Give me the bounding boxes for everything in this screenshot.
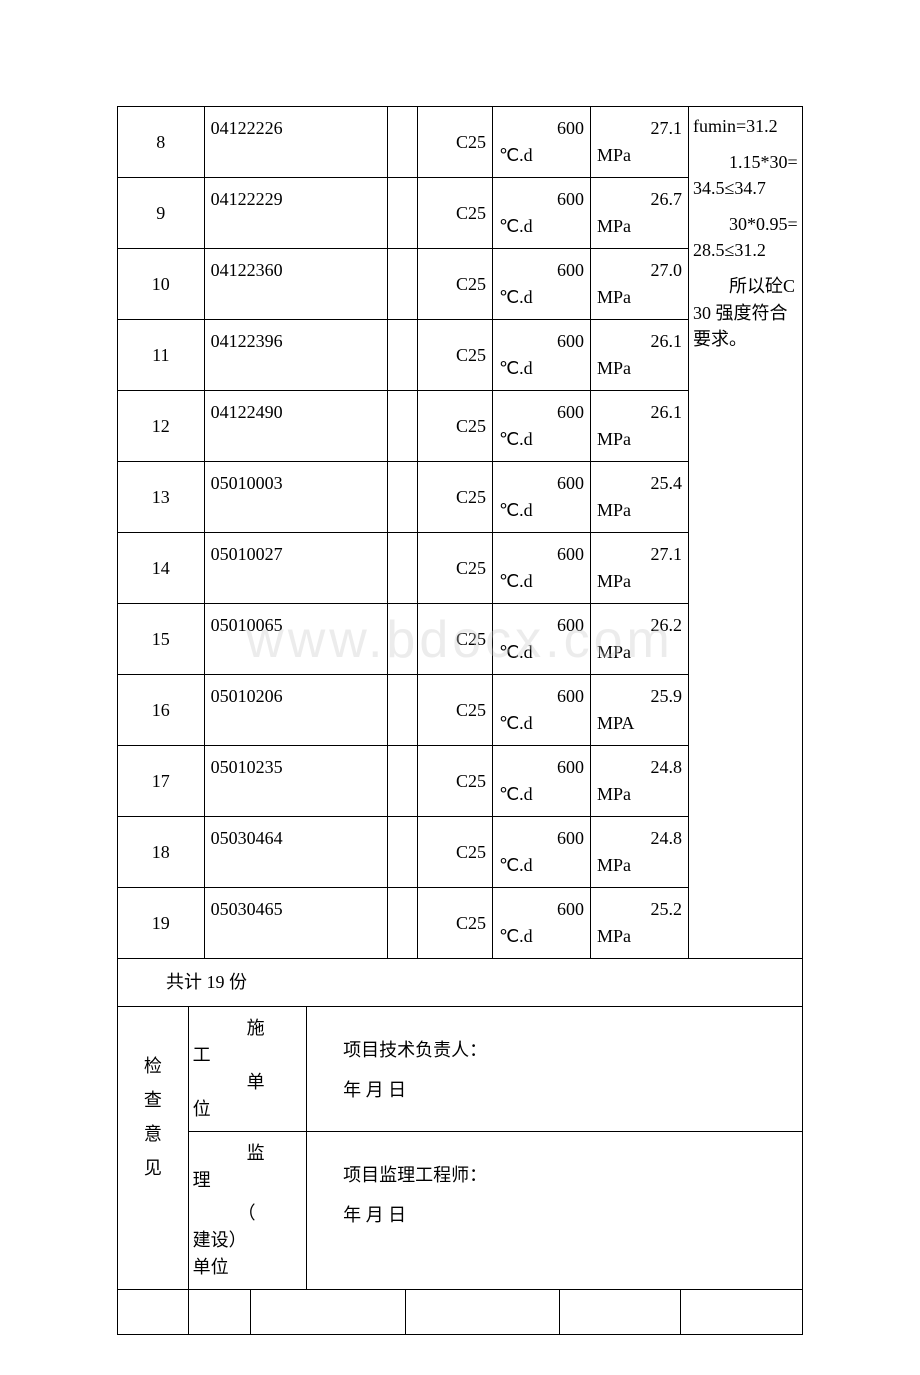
seq-cell: 8: [118, 107, 205, 178]
temp-cell: 600℃.d: [492, 178, 590, 249]
grade-cell: C25: [417, 107, 492, 178]
code-cell: 05010235: [204, 746, 388, 817]
temp-cell: 600℃.d: [492, 675, 590, 746]
blank-cell: [388, 391, 418, 462]
temp-cell: 600℃.d: [492, 604, 590, 675]
empty-cell: [251, 1290, 405, 1334]
code-cell: 05010027: [204, 533, 388, 604]
grade-cell: C25: [417, 391, 492, 462]
seq-cell: 13: [118, 462, 205, 533]
temp-cell: 600℃.d: [492, 746, 590, 817]
blank-cell: [388, 746, 418, 817]
seq-cell: 14: [118, 533, 205, 604]
code-cell: 05010206: [204, 675, 388, 746]
code-cell: 05010003: [204, 462, 388, 533]
empty-footer-row: [118, 1290, 803, 1335]
opinion-row-supervision: 监 理 （ 建设） 单位 项目监理工程师： 年 月 日: [118, 1132, 803, 1290]
code-cell: 04122396: [204, 320, 388, 391]
temp-cell: 600℃.d: [492, 817, 590, 888]
opinion-table: 检 查 意 见 施 工 单 位 项目技术负责人： 年 月 日 监 理 （: [117, 1007, 803, 1335]
empty-cell: [406, 1290, 560, 1334]
blank-cell: [388, 249, 418, 320]
grade-cell: C25: [417, 462, 492, 533]
empty-cell: [188, 1290, 251, 1335]
strength-cell: 25.2MPa: [590, 888, 688, 959]
date-label-2: 年 月 日: [343, 1205, 406, 1225]
strength-cell: 27.1MPa: [590, 107, 688, 178]
seq-cell: 17: [118, 746, 205, 817]
temp-cell: 600℃.d: [492, 391, 590, 462]
empty-cell: [681, 1290, 802, 1334]
code-cell: 04122490: [204, 391, 388, 462]
data-table: 804122226C25600℃.d27.1MPafumin=31.21.15*…: [117, 106, 803, 1007]
strength-cell: 24.8MPa: [590, 746, 688, 817]
empty-cell-group: [251, 1290, 803, 1335]
grade-cell: C25: [417, 320, 492, 391]
strength-cell: 26.1MPa: [590, 391, 688, 462]
temp-cell: 600℃.d: [492, 249, 590, 320]
grade-cell: C25: [417, 817, 492, 888]
strength-cell: 25.9MPA: [590, 675, 688, 746]
blank-cell: [388, 178, 418, 249]
summary-cell: 共计 19 份: [118, 959, 803, 1007]
supervision-signature-cell: 项目监理工程师： 年 月 日: [307, 1132, 803, 1290]
opinion-row-construction: 检 查 意 见 施 工 单 位 项目技术负责人： 年 月 日: [118, 1007, 803, 1132]
strength-cell: 26.2MPa: [590, 604, 688, 675]
summary-row: 共计 19 份: [118, 959, 803, 1007]
blank-cell: [388, 462, 418, 533]
evaluation-cell: fumin=31.21.15*30=34.5≤34.730*0.95=28.5≤…: [688, 107, 802, 959]
seq-cell: 9: [118, 178, 205, 249]
code-cell: 05030465: [204, 888, 388, 959]
temp-cell: 600℃.d: [492, 320, 590, 391]
strength-cell: 27.1MPa: [590, 533, 688, 604]
strength-cell: 26.1MPa: [590, 320, 688, 391]
blank-cell: [388, 817, 418, 888]
supervision-unit-label: 监 理 （ 建设） 单位: [188, 1132, 307, 1290]
code-cell: 04122229: [204, 178, 388, 249]
strength-cell: 27.0MPa: [590, 249, 688, 320]
blank-cell: [388, 675, 418, 746]
grade-cell: C25: [417, 178, 492, 249]
blank-cell: [388, 888, 418, 959]
code-cell: 04122360: [204, 249, 388, 320]
grade-cell: C25: [417, 604, 492, 675]
seq-cell: 11: [118, 320, 205, 391]
engineer-label: 项目监理工程师：: [343, 1165, 487, 1185]
blank-cell: [388, 533, 418, 604]
grade-cell: C25: [417, 746, 492, 817]
seq-cell: 12: [118, 391, 205, 462]
table-row: 804122226C25600℃.d27.1MPafumin=31.21.15*…: [118, 107, 803, 178]
code-cell: 05010065: [204, 604, 388, 675]
tech-lead-label: 项目技术负责人：: [343, 1040, 487, 1060]
empty-cell: [560, 1290, 681, 1334]
seq-cell: 18: [118, 817, 205, 888]
grade-cell: C25: [417, 888, 492, 959]
strength-cell: 25.4MPa: [590, 462, 688, 533]
seq-cell: 19: [118, 888, 205, 959]
empty-cell: [118, 1290, 189, 1335]
strength-cell: 26.7MPa: [590, 178, 688, 249]
temp-cell: 600℃.d: [492, 462, 590, 533]
blank-cell: [388, 107, 418, 178]
code-cell: 04122226: [204, 107, 388, 178]
opinion-header-cell: 检 查 意 见: [118, 1007, 189, 1290]
seq-cell: 16: [118, 675, 205, 746]
blank-cell: [388, 320, 418, 391]
grade-cell: C25: [417, 249, 492, 320]
construction-unit-label: 施 工 单 位: [188, 1007, 307, 1132]
date-label: 年 月 日: [343, 1080, 406, 1100]
grade-cell: C25: [417, 675, 492, 746]
strength-cell: 24.8MPa: [590, 817, 688, 888]
temp-cell: 600℃.d: [492, 533, 590, 604]
document-page: www.bdocx.com 804122226C25600℃.d27.1MPaf…: [0, 0, 920, 1375]
grade-cell: C25: [417, 533, 492, 604]
seq-cell: 10: [118, 249, 205, 320]
temp-cell: 600℃.d: [492, 888, 590, 959]
construction-signature-cell: 项目技术负责人： 年 月 日: [307, 1007, 803, 1132]
temp-cell: 600℃.d: [492, 107, 590, 178]
seq-cell: 15: [118, 604, 205, 675]
code-cell: 05030464: [204, 817, 388, 888]
blank-cell: [388, 604, 418, 675]
